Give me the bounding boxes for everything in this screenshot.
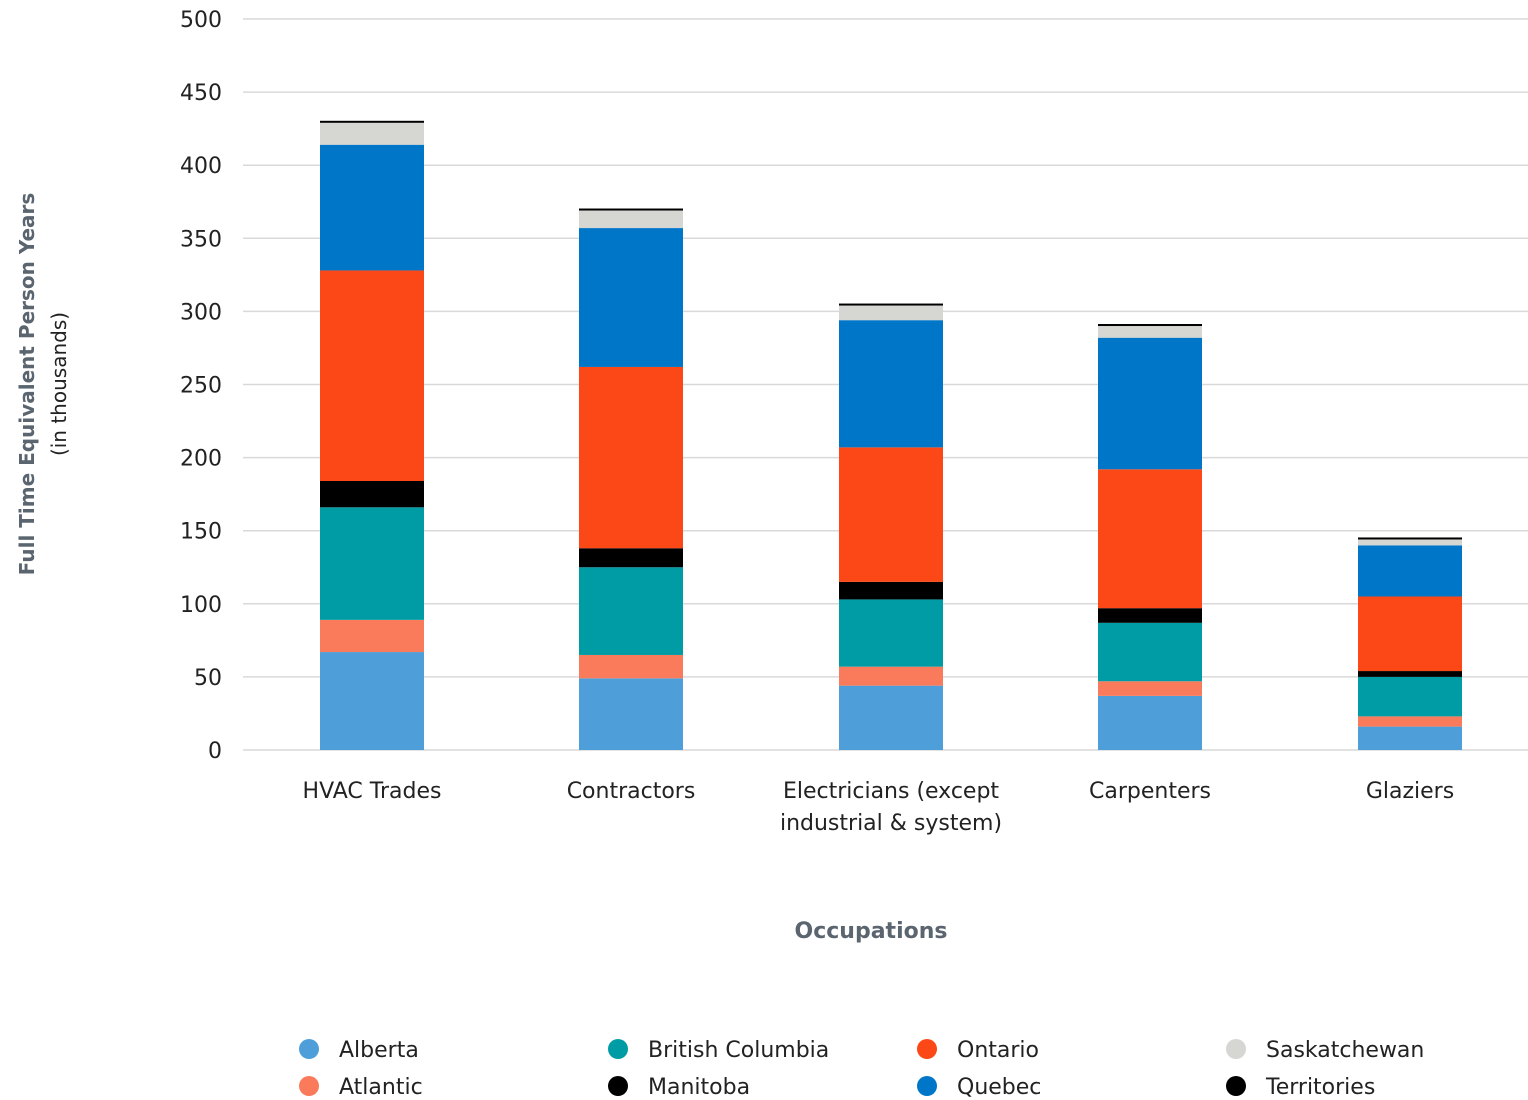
y-axis-subtitle: (in thousands) bbox=[47, 312, 71, 456]
bar-segment bbox=[1358, 726, 1462, 750]
y-axis-title: Full Time Equivalent Person Years bbox=[15, 193, 39, 576]
x-category-label: Carpenters bbox=[1089, 779, 1211, 804]
bar-stack bbox=[1358, 537, 1462, 750]
legend-label: Ontario bbox=[957, 1038, 1039, 1063]
y-tick-label: 200 bbox=[180, 447, 222, 472]
bar-stack bbox=[1098, 324, 1202, 750]
x-category-label: industrial & system) bbox=[780, 811, 1002, 836]
legend-marker bbox=[1226, 1076, 1246, 1096]
bar-segment bbox=[1098, 469, 1202, 609]
bar-segment bbox=[579, 567, 683, 655]
bar-segment bbox=[1098, 622, 1202, 682]
y-axis-ticks: 0 50 100 150 200 250 300 350 400 450 500 bbox=[180, 8, 222, 764]
legend-label: Quebec bbox=[957, 1075, 1041, 1100]
bar-segment bbox=[1358, 545, 1462, 597]
bar-stack bbox=[320, 120, 424, 750]
bar-stack bbox=[579, 208, 683, 750]
legend-label: Alberta bbox=[339, 1038, 419, 1063]
bar-segment bbox=[839, 320, 943, 448]
legend-label: British Columbia bbox=[648, 1038, 829, 1063]
y-tick-label: 0 bbox=[208, 739, 222, 764]
legend-item: Alberta bbox=[299, 1038, 419, 1063]
bar-segment bbox=[1098, 337, 1202, 470]
bar-segment bbox=[1098, 681, 1202, 696]
bar-segment bbox=[1098, 324, 1202, 327]
legend-label: Saskatchewan bbox=[1266, 1038, 1424, 1063]
legend-item: Manitoba bbox=[608, 1075, 750, 1100]
y-tick-label: 100 bbox=[180, 593, 222, 618]
legend-item: Saskatchewan bbox=[1226, 1038, 1424, 1063]
bar-segment bbox=[1358, 537, 1462, 540]
bar-segment bbox=[579, 678, 683, 750]
bars bbox=[320, 120, 1462, 750]
bar-segment bbox=[1358, 676, 1462, 717]
y-tick-label: 250 bbox=[180, 374, 222, 399]
bar-segment bbox=[579, 548, 683, 568]
y-tick-label: 450 bbox=[180, 81, 222, 106]
bar-segment bbox=[839, 303, 943, 306]
legend-marker bbox=[608, 1039, 628, 1059]
bar-segment bbox=[1098, 695, 1202, 750]
x-category-label: HVAC Trades bbox=[303, 779, 442, 804]
bar-segment bbox=[320, 480, 424, 508]
legend-marker bbox=[608, 1076, 628, 1096]
x-category-label: Glaziers bbox=[1366, 779, 1454, 804]
bar-segment bbox=[320, 652, 424, 750]
legend: Alberta Atlantic British Columbia Manitoba O… bbox=[299, 1038, 1424, 1100]
y-tick-label: 350 bbox=[180, 227, 222, 252]
legend-label: Manitoba bbox=[648, 1075, 750, 1100]
y-tick-label: 500 bbox=[180, 8, 222, 33]
bar-segment bbox=[320, 144, 424, 271]
legend-item: Atlantic bbox=[299, 1075, 423, 1100]
bar-segment bbox=[839, 599, 943, 667]
bar-segment bbox=[839, 581, 943, 600]
y-tick-label: 300 bbox=[180, 300, 222, 325]
bar-segment bbox=[320, 122, 424, 145]
legend-label: Atlantic bbox=[339, 1075, 423, 1100]
bar-segment bbox=[839, 666, 943, 686]
bar-segment bbox=[1358, 539, 1462, 546]
legend-item: Ontario bbox=[917, 1038, 1039, 1063]
bar-segment bbox=[579, 210, 683, 229]
legend-marker bbox=[299, 1076, 319, 1096]
bar-segment bbox=[579, 654, 683, 679]
bar-stack bbox=[839, 303, 943, 750]
legend-marker bbox=[917, 1039, 937, 1059]
legend-label: Territories bbox=[1265, 1075, 1375, 1100]
bar-segment bbox=[320, 619, 424, 653]
bar-segment bbox=[1358, 671, 1462, 677]
y-tick-label: 150 bbox=[180, 520, 222, 545]
legend-marker bbox=[1226, 1039, 1246, 1059]
x-axis-categories: HVAC Trades Contractors Electricians (exce… bbox=[303, 779, 1455, 836]
bar-segment bbox=[1358, 716, 1462, 727]
bar-segment bbox=[320, 507, 424, 620]
legend-item: British Columbia bbox=[608, 1038, 829, 1063]
bar-segment bbox=[320, 270, 424, 481]
y-tick-label: 50 bbox=[194, 666, 222, 691]
legend-marker bbox=[299, 1039, 319, 1059]
legend-marker bbox=[917, 1076, 937, 1096]
x-category-label: Contractors bbox=[567, 779, 696, 804]
bar-segment bbox=[1098, 608, 1202, 623]
legend-item: Territories bbox=[1226, 1075, 1375, 1100]
bar-segment bbox=[839, 305, 943, 321]
legend-item: Quebec bbox=[917, 1075, 1041, 1100]
bar-segment bbox=[1358, 596, 1462, 672]
bar-segment bbox=[579, 366, 683, 549]
bar-segment bbox=[579, 228, 683, 367]
x-category-label: Electricians (except bbox=[783, 779, 999, 804]
bar-segment bbox=[839, 685, 943, 750]
bar-segment bbox=[320, 120, 424, 123]
bar-segment bbox=[839, 447, 943, 582]
bar-segment bbox=[579, 208, 683, 211]
y-tick-label: 400 bbox=[180, 154, 222, 179]
bar-segment bbox=[1098, 326, 1202, 338]
x-axis-title: Occupations bbox=[795, 919, 948, 944]
